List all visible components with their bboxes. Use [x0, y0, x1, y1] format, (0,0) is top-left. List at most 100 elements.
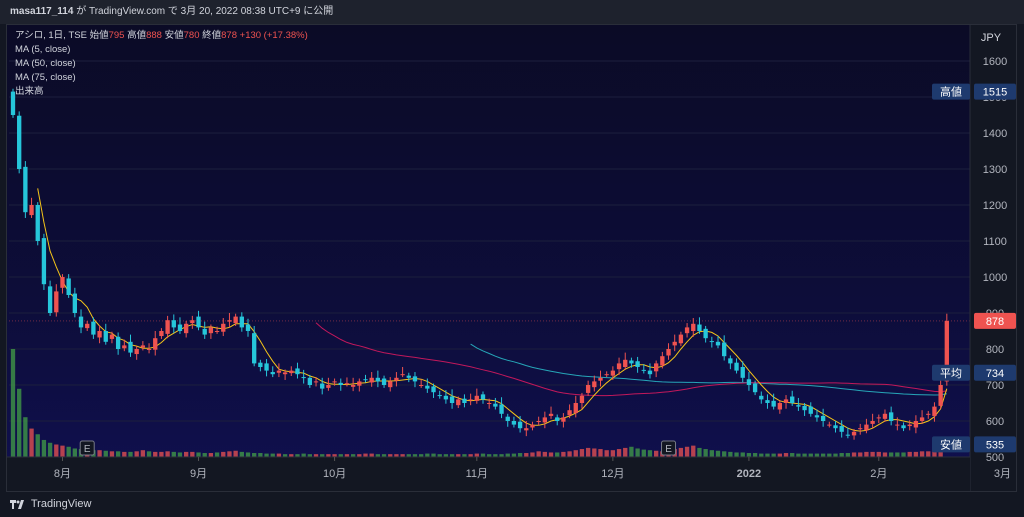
footer-brand-text[interactable]: TradingView [30, 498, 92, 510]
candle-body [895, 424, 900, 426]
chart-panel[interactable]: JPY5006007008009001000110012001300140015… [6, 24, 1017, 492]
volume-bar [289, 454, 294, 457]
volume-bar [561, 451, 566, 457]
candle-body [585, 385, 591, 393]
candle-body [109, 334, 115, 339]
legend-ma75[interactable]: MA (75, close) [15, 72, 76, 83]
candle-body [666, 349, 671, 356]
candle-body [85, 323, 90, 329]
volume-bar [456, 454, 461, 457]
candle-body [400, 374, 405, 376]
volume-bar [190, 451, 195, 457]
candle-body [47, 286, 53, 313]
candle-body [876, 417, 881, 419]
candle-body [759, 395, 764, 400]
volume-bar [505, 453, 510, 457]
candle-body [264, 363, 269, 371]
x-tick-label: 2月 [870, 468, 887, 480]
candle-body [499, 404, 504, 414]
volume-bar [474, 453, 479, 457]
volume-bar [684, 446, 690, 457]
publisher-name[interactable]: masa117_114 [10, 6, 74, 17]
volume-bar [332, 454, 337, 457]
legend-open: 795 [108, 30, 125, 41]
candle-body [128, 341, 133, 353]
legend-ma5[interactable]: MA (5, close) [15, 44, 71, 55]
candle-body [208, 327, 214, 334]
volume-bar [722, 451, 727, 457]
volume-bar [839, 453, 844, 457]
legend-open-label: 始値 [89, 30, 109, 41]
legend-ma50[interactable]: MA (50, close) [15, 58, 76, 69]
legend-symbol[interactable]: アシロ, 1日, TSE [15, 30, 87, 41]
time-axis [7, 457, 970, 491]
volume-bar [437, 454, 442, 457]
price-marker-label: 安値 [940, 437, 962, 451]
candle-body [394, 377, 399, 381]
candle-body [944, 320, 949, 382]
volume-bar [239, 451, 244, 457]
candle-body [802, 405, 807, 411]
legend-low-label: 安値 [164, 30, 184, 41]
volume-bar [499, 454, 504, 457]
volume-bar [752, 453, 758, 457]
volume-bar [357, 454, 362, 457]
candle-body [851, 431, 857, 436]
volume-bar [771, 453, 776, 457]
candle-body [926, 413, 931, 415]
volume-bar [907, 451, 912, 457]
volume-bar [802, 453, 807, 457]
candle-body [765, 400, 770, 403]
candle-body [691, 323, 696, 331]
candle-body [233, 316, 238, 324]
candle-body [239, 316, 244, 328]
candle-body [827, 424, 832, 426]
volume-bar [35, 434, 40, 457]
candle-body [29, 205, 34, 216]
publish-header: masa117_114 が TradingView.com で 3月 20, 2… [0, 0, 1024, 24]
volume-bar [691, 445, 696, 457]
legend-close: 878 [221, 30, 237, 41]
volume-bar [258, 453, 263, 457]
candle-body [183, 323, 189, 334]
candle-body [35, 205, 40, 241]
candle-body [524, 428, 529, 431]
ma50-line [315, 322, 947, 397]
volume-bar [728, 451, 733, 457]
volume-bar [610, 450, 616, 457]
candle-body [78, 316, 84, 328]
legend-volume[interactable]: 出来高 [15, 86, 44, 97]
volume-bar [901, 452, 906, 457]
volume-bar [623, 447, 628, 457]
candle-body [777, 403, 783, 410]
volume-bar [746, 453, 752, 457]
candle-body [103, 331, 108, 342]
volume-bar [60, 445, 65, 457]
volume-bar [468, 454, 473, 457]
candle-body [505, 416, 510, 421]
candle-body [487, 403, 492, 404]
candle-body [227, 320, 232, 322]
price-marker-value: 1515 [983, 87, 1007, 99]
chart-legend: アシロ, 1日, TSE 始値795 高値888 安値780 終値878 +13… [15, 29, 308, 99]
x-tick-label: 9月 [190, 468, 207, 480]
volume-bar [697, 447, 702, 457]
candle-body [146, 349, 152, 350]
volume-bar [858, 452, 863, 457]
volume-bar [709, 450, 714, 457]
price-chart[interactable]: JPY5006007008009001000110012001300140015… [7, 25, 1017, 492]
price-marker-label: 平均 [940, 367, 962, 380]
y-tick-label: 800 [986, 344, 1004, 356]
candle-body [493, 403, 498, 407]
volume-bar [66, 446, 71, 457]
candle-body [313, 381, 319, 383]
price-marker-label-box [932, 364, 970, 381]
candle-body [276, 370, 282, 373]
candle-body [381, 378, 387, 385]
candle-body [202, 328, 207, 335]
volume-bar [412, 454, 418, 457]
y-tick-label: 1400 [983, 128, 1007, 140]
candle-body [289, 370, 294, 374]
candle-body [604, 374, 609, 376]
volume-bar [864, 451, 869, 457]
